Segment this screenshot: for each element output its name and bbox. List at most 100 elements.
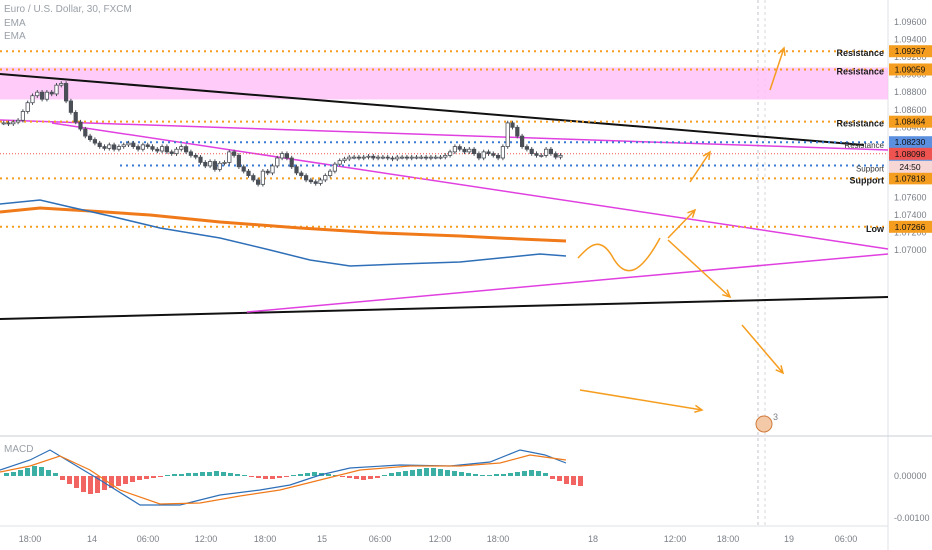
projection-arrowhead (687, 208, 697, 218)
macd-bar (88, 476, 93, 494)
macd-bar (501, 474, 506, 476)
projection-arrowhead (722, 289, 732, 299)
current-price-tag (889, 147, 932, 160)
candle (553, 153, 558, 158)
price-tag (889, 172, 932, 185)
macd-bar (515, 472, 520, 476)
macd-bar (4, 473, 9, 476)
candle (251, 175, 256, 181)
candle (97, 142, 102, 148)
candle (486, 151, 491, 155)
candle (303, 175, 309, 181)
triangle-upper-line (51, 122, 889, 250)
candle (414, 156, 419, 159)
macd-bar (522, 471, 527, 476)
price-tag (889, 115, 932, 128)
macd-bar (123, 476, 128, 484)
level-label: Low (866, 224, 885, 234)
macd-bar (431, 468, 436, 476)
candle (145, 144, 150, 148)
candle (423, 156, 429, 159)
time-tick: 06:00 (137, 534, 160, 544)
macd-bar (480, 475, 485, 476)
candle (313, 181, 318, 184)
candle (327, 170, 333, 176)
candle (524, 146, 530, 150)
macd-bar (452, 471, 457, 476)
ema-label-1[interactable]: EMA (4, 18, 26, 29)
candle (462, 148, 467, 153)
candle (236, 154, 241, 168)
candle (231, 151, 237, 156)
projection-arrow (689, 151, 711, 183)
time-tick: 18:00 (19, 534, 42, 544)
macd-label[interactable]: MACD (4, 444, 34, 455)
event-badge-count: 3 (773, 412, 778, 422)
candle (241, 166, 246, 172)
price-tag (889, 220, 932, 233)
candle (520, 135, 525, 148)
candle (351, 156, 357, 159)
candle (558, 154, 563, 158)
candle (356, 156, 362, 159)
macd-bar (543, 473, 548, 476)
ema-label-2[interactable]: EMA (4, 31, 26, 42)
candle (534, 153, 539, 156)
macd-bar (445, 470, 450, 476)
macd-bar (46, 470, 51, 476)
macd-bar (578, 476, 583, 486)
macd-bar (347, 476, 352, 478)
candle (342, 158, 347, 162)
macd-bar (312, 472, 317, 476)
candle (399, 156, 405, 159)
macd-bar (18, 470, 23, 476)
candle (289, 157, 294, 168)
macd-bar (466, 473, 471, 476)
price-tag (889, 45, 932, 58)
macd-line (0, 449, 567, 506)
candle (428, 156, 434, 159)
candle (207, 161, 213, 167)
candle (155, 148, 160, 152)
time-tick: 18 (588, 534, 598, 544)
macd-bar (235, 474, 240, 476)
candle (40, 91, 45, 100)
macd-bar (186, 473, 191, 476)
candle (112, 144, 117, 150)
level-label: Resistance (836, 48, 884, 58)
price-tag-value: 1.09267 (895, 46, 926, 56)
triangle-lower-line (246, 253, 889, 313)
candle (73, 111, 78, 123)
candle (438, 156, 443, 159)
macd-bar (130, 476, 135, 482)
candle (510, 122, 515, 128)
macd-bar (536, 471, 541, 476)
candle (385, 156, 390, 159)
candle (471, 148, 477, 155)
candle (227, 151, 232, 163)
projection-arrow (769, 47, 785, 91)
candle (68, 100, 73, 113)
candle (64, 83, 69, 102)
candle (169, 151, 174, 155)
candle (203, 161, 208, 167)
candle (49, 91, 54, 95)
macd-bar (200, 472, 205, 476)
candle (131, 142, 136, 148)
macd-bar (389, 473, 394, 476)
macd-bar (270, 476, 275, 479)
candle (183, 146, 189, 153)
candle (140, 144, 145, 150)
candle (116, 146, 121, 150)
candle (404, 156, 410, 159)
macd-bar (74, 476, 79, 488)
candle (102, 146, 107, 149)
candle (299, 172, 304, 176)
price-tick: 1.09400 (894, 35, 927, 45)
candle (495, 154, 501, 159)
macd-bar (291, 475, 296, 476)
candle (409, 156, 414, 159)
price-tick: 1.09600 (894, 17, 927, 27)
macd-bar (305, 473, 310, 476)
